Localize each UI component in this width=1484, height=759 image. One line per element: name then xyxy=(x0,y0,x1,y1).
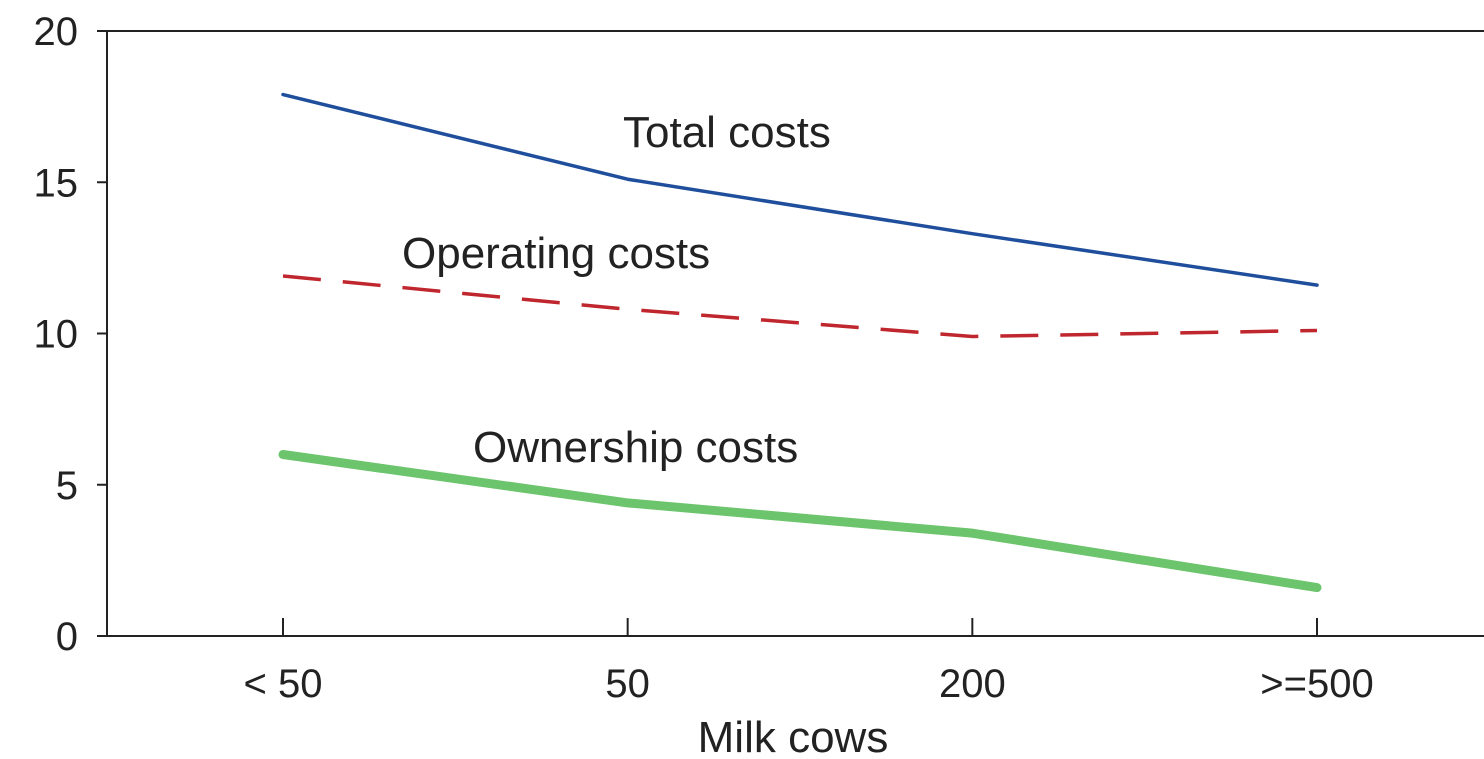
series-layer xyxy=(278,92,1322,593)
y-tick-label: 15 xyxy=(34,161,79,205)
x-tick-label: 200 xyxy=(939,662,1006,706)
x-axis: < 50 50 200 >=500 xyxy=(244,618,1374,706)
series-label-ownership-costs: Ownership costs xyxy=(473,423,798,472)
series-line-total-costs xyxy=(281,92,1319,287)
series-line-ownership-costs xyxy=(278,450,1322,593)
y-tick-label: 0 xyxy=(56,615,78,659)
series-line-operating-costs xyxy=(282,274,1318,339)
series-labels: Total costs Operating costs Ownership cost… xyxy=(402,108,831,472)
x-tick-label: >=500 xyxy=(1260,662,1373,706)
y-tick-label: 10 xyxy=(34,313,79,357)
y-tick-label: 20 xyxy=(34,10,79,54)
x-tick-label: < 50 xyxy=(244,662,323,706)
series-label-total-costs: Total costs xyxy=(623,108,831,157)
y-axis: 0 5 10 15 20 xyxy=(34,10,107,659)
y-tick-label: 5 xyxy=(56,464,78,508)
series-label-operating-costs: Operating costs xyxy=(402,229,710,278)
x-axis-title: Milk cows xyxy=(698,713,889,759)
x-tick-label: 50 xyxy=(605,662,650,706)
